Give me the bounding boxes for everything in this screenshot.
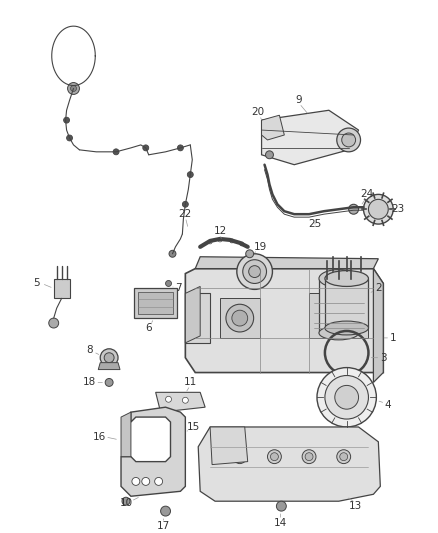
Text: 8: 8 <box>86 345 93 355</box>
Circle shape <box>368 199 388 219</box>
Polygon shape <box>98 362 120 369</box>
Text: 19: 19 <box>254 242 267 252</box>
Polygon shape <box>185 293 210 343</box>
Circle shape <box>243 260 266 284</box>
Circle shape <box>122 497 130 505</box>
Circle shape <box>302 450 316 464</box>
Polygon shape <box>374 269 383 383</box>
Text: 2: 2 <box>375 284 381 293</box>
Polygon shape <box>309 293 368 338</box>
Polygon shape <box>121 412 131 457</box>
Text: 17: 17 <box>157 521 170 531</box>
Ellipse shape <box>325 321 368 335</box>
Circle shape <box>166 397 172 402</box>
Circle shape <box>340 453 348 461</box>
Text: 7: 7 <box>175 284 182 293</box>
Circle shape <box>268 450 281 464</box>
Circle shape <box>237 254 272 289</box>
Circle shape <box>71 85 77 92</box>
Polygon shape <box>261 110 359 165</box>
Circle shape <box>169 251 176 257</box>
Circle shape <box>208 240 212 244</box>
Ellipse shape <box>325 271 368 286</box>
Circle shape <box>104 353 114 362</box>
Circle shape <box>182 397 188 403</box>
Circle shape <box>100 349 118 367</box>
Text: 4: 4 <box>385 400 392 410</box>
Text: 14: 14 <box>274 518 287 528</box>
Text: 3: 3 <box>380 353 387 362</box>
Circle shape <box>335 385 359 409</box>
Text: 15: 15 <box>187 422 200 432</box>
Polygon shape <box>210 427 248 465</box>
Circle shape <box>337 450 351 464</box>
Circle shape <box>166 280 172 286</box>
Text: 20: 20 <box>251 107 264 117</box>
Circle shape <box>49 318 59 328</box>
Text: 6: 6 <box>145 323 152 333</box>
Text: 12: 12 <box>213 226 226 236</box>
Circle shape <box>143 145 149 151</box>
Circle shape <box>337 128 360 152</box>
Circle shape <box>364 195 393 224</box>
Circle shape <box>177 145 184 151</box>
Ellipse shape <box>319 270 359 287</box>
Ellipse shape <box>319 326 359 340</box>
Polygon shape <box>195 257 378 269</box>
Polygon shape <box>325 279 368 328</box>
Text: 5: 5 <box>34 278 40 288</box>
Circle shape <box>265 151 273 159</box>
Text: 16: 16 <box>92 432 106 442</box>
Text: 11: 11 <box>184 377 197 387</box>
Circle shape <box>155 478 162 486</box>
Circle shape <box>317 368 376 427</box>
Circle shape <box>105 378 113 386</box>
Circle shape <box>349 204 359 214</box>
Text: 13: 13 <box>349 501 362 511</box>
Circle shape <box>218 238 222 242</box>
Circle shape <box>342 133 356 147</box>
Text: 18: 18 <box>83 377 96 387</box>
Polygon shape <box>261 115 284 140</box>
Text: 25: 25 <box>308 219 321 229</box>
Circle shape <box>249 265 261 278</box>
Circle shape <box>232 310 248 326</box>
Circle shape <box>142 478 150 486</box>
Polygon shape <box>121 407 185 496</box>
Text: 1: 1 <box>390 333 396 343</box>
Text: 24: 24 <box>360 189 373 199</box>
Circle shape <box>67 135 73 141</box>
Circle shape <box>246 250 254 258</box>
Text: 22: 22 <box>179 209 192 219</box>
Circle shape <box>233 450 247 464</box>
Circle shape <box>276 501 286 511</box>
Polygon shape <box>198 427 380 501</box>
Circle shape <box>226 304 254 332</box>
Polygon shape <box>54 279 70 298</box>
Text: 9: 9 <box>296 95 303 106</box>
Circle shape <box>161 506 170 516</box>
Circle shape <box>182 201 188 207</box>
Circle shape <box>325 376 368 419</box>
Text: 10: 10 <box>120 498 133 508</box>
Polygon shape <box>185 286 200 343</box>
Polygon shape <box>319 279 359 333</box>
Polygon shape <box>220 298 260 338</box>
Circle shape <box>132 478 140 486</box>
Polygon shape <box>134 288 177 318</box>
Polygon shape <box>155 392 205 412</box>
Text: 23: 23 <box>392 204 405 214</box>
Circle shape <box>230 239 234 243</box>
Polygon shape <box>138 293 173 314</box>
Circle shape <box>240 242 244 246</box>
Circle shape <box>305 453 313 461</box>
Circle shape <box>113 149 119 155</box>
Circle shape <box>64 117 70 123</box>
Polygon shape <box>185 269 383 373</box>
Circle shape <box>187 172 193 177</box>
Circle shape <box>67 83 79 94</box>
Circle shape <box>236 453 244 461</box>
Circle shape <box>271 453 279 461</box>
